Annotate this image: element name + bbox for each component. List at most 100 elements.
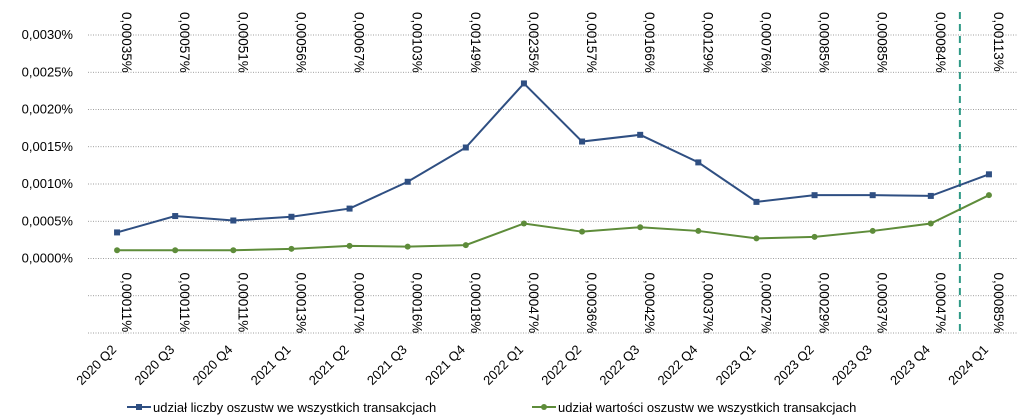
x-tick-label: 2020 Q2 (73, 342, 119, 388)
data-label-series-0: 0,00057% (177, 12, 192, 73)
legend-item-1: udział wartości oszustw we wszystkich tr… (532, 400, 856, 415)
legend-marker-0 (136, 404, 142, 410)
legend-item-0: udział liczby oszustw we wszystkich tran… (127, 400, 436, 415)
series-0-point (346, 205, 353, 212)
y-tick-label: 0,0030% (22, 27, 74, 42)
series-line-0 (116, 81, 990, 234)
series-1-point (346, 242, 353, 249)
series-0-point (869, 192, 876, 199)
data-label-series-1: 0,00011% (235, 273, 250, 333)
series-0-point (753, 198, 760, 205)
data-label-series-1: 0,00029% (817, 273, 832, 334)
data-label-series-0: 0,00067% (352, 12, 367, 73)
x-tick-label: 2022 Q3 (596, 342, 642, 388)
data-label-series-1: 0,00018% (468, 273, 483, 334)
data-label-series-0: 0,00035% (119, 12, 134, 73)
x-tick-label: 2022 Q2 (538, 342, 584, 388)
data-label-series-0: 0,00056% (293, 12, 308, 73)
data-label-series-0: 0,00103% (410, 12, 425, 73)
y-axis: 0,0000% 0,0005% 0,0010% 0,0015% 0,0020% 0,002… (22, 27, 74, 266)
y-tick-label: 0,0015% (22, 139, 74, 154)
series-0-point (985, 171, 992, 178)
legend: udział liczby oszustw we wszystkich tran… (127, 400, 856, 415)
x-tick-label: 2024 Q1 (945, 342, 991, 388)
series-1-point (462, 242, 469, 249)
x-axis: 2020 Q2 2020 Q3 2020 Q4 2021 Q1 2021 Q2 2021 … (73, 342, 991, 388)
x-tick-label: 2023 Q4 (887, 342, 933, 388)
data-label-series-1: 0,00027% (758, 273, 773, 334)
gridlines (88, 34, 1018, 334)
x-tick-label: 2020 Q3 (131, 342, 177, 388)
legend-label-0: udział liczby oszustw we wszystkich tran… (153, 400, 436, 415)
series-0-point (230, 217, 237, 224)
data-label-series-0: 0,00085% (875, 12, 890, 73)
series-0-point (172, 213, 179, 220)
y-tick-label: 0,0010% (22, 176, 74, 191)
data-label-series-0: 0,00085% (817, 12, 832, 73)
data-label-series-1: 0,00047% (526, 273, 541, 334)
series-1-point (695, 227, 702, 234)
data-label-series-1: 0,00042% (642, 273, 657, 334)
series-1-point (637, 224, 644, 231)
data-label-series-1: 0,00017% (352, 273, 367, 334)
data-label-series-0: 0,00113% (991, 12, 1006, 72)
x-tick-label: 2021 Q3 (364, 342, 410, 388)
data-label-series-1: 0,00013% (293, 273, 308, 334)
data-label-series-0: 0,00166% (642, 12, 657, 73)
series-line-1 (117, 194, 990, 252)
series-1-point (811, 233, 818, 240)
y-tick-label: 0,0020% (22, 102, 74, 117)
series-0-point (114, 229, 121, 236)
series-1-point (114, 247, 121, 254)
data-labels: 0,00035% 0,00057% 0,00051% 0,00056% 0,00067%… (119, 12, 1006, 333)
series-1-point (753, 235, 760, 242)
series-0-point (811, 192, 818, 199)
series-0-point (288, 213, 295, 220)
series-1-point (869, 227, 876, 234)
data-label-series-1: 0,00037% (875, 273, 890, 334)
data-label-series-1: 0,00085% (991, 273, 1006, 334)
y-tick-label: 0,0000% (22, 251, 74, 266)
series-0-point (927, 192, 934, 199)
series-1-point (985, 192, 992, 199)
data-label-series-0: 0,00235% (526, 12, 541, 73)
x-tick-label: 2022 Q1 (480, 342, 526, 388)
series-1-point (927, 220, 934, 227)
x-tick-label: 2023 Q2 (771, 342, 817, 388)
data-label-series-0: 0,00076% (758, 12, 773, 73)
series-1-point (404, 243, 411, 250)
x-tick-label: 2021 Q2 (306, 342, 352, 388)
legend-marker-1 (541, 404, 547, 410)
data-label-series-0: 0,00084% (933, 12, 948, 73)
data-label-series-0: 0,00129% (700, 12, 715, 73)
series-group (114, 80, 992, 254)
x-tick-label: 2022 Q4 (655, 342, 701, 388)
x-tick-label: 2020 Q4 (190, 342, 236, 388)
series-0-point (462, 144, 469, 151)
series-0-point (579, 138, 586, 145)
series-1-point (579, 228, 586, 235)
series-1-point (520, 220, 527, 227)
data-label-series-1: 0,00011% (177, 273, 192, 333)
series-0-point (520, 80, 527, 87)
x-tick-label: 2021 Q1 (248, 342, 294, 388)
data-label-series-1: 0,00047% (933, 273, 948, 334)
series-0-point (637, 131, 644, 138)
data-label-series-0: 0,00051% (235, 12, 250, 73)
data-label-series-0: 0,00149% (468, 12, 483, 73)
series-0-point (404, 178, 411, 185)
series-1-point (172, 247, 179, 254)
legend-label-1: udział wartości oszustw we wszystkich tr… (558, 400, 856, 415)
y-tick-label: 0,0025% (22, 64, 74, 79)
series-0-point (695, 159, 702, 166)
x-tick-label: 2021 Q4 (422, 342, 468, 388)
data-label-series-1: 0,00011% (119, 273, 134, 333)
series-1-point (288, 245, 295, 252)
x-tick-label: 2023 Q1 (713, 342, 759, 388)
data-label-series-1: 0,00036% (584, 273, 599, 334)
x-tick-label: 2023 Q3 (829, 342, 875, 388)
data-label-series-1: 0,00016% (410, 273, 425, 334)
series-1-point (230, 247, 237, 254)
data-label-series-1: 0,00037% (700, 273, 715, 334)
